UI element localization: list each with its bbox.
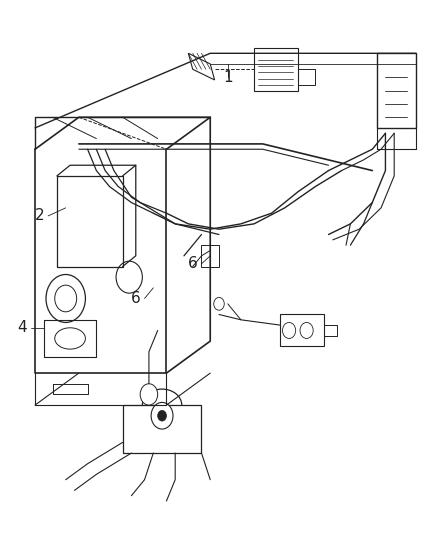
Text: 2: 2 <box>35 208 44 223</box>
Polygon shape <box>123 405 201 453</box>
Circle shape <box>140 384 158 405</box>
Circle shape <box>158 410 166 421</box>
Text: 6: 6 <box>188 256 198 271</box>
Polygon shape <box>201 245 219 266</box>
Polygon shape <box>188 53 215 80</box>
Circle shape <box>55 285 77 312</box>
Text: 4: 4 <box>17 320 27 335</box>
Circle shape <box>214 297 224 310</box>
Circle shape <box>283 322 296 338</box>
Polygon shape <box>280 314 324 346</box>
Polygon shape <box>254 48 298 91</box>
Circle shape <box>116 261 142 293</box>
Text: 6: 6 <box>131 291 141 306</box>
Ellipse shape <box>55 328 85 349</box>
Circle shape <box>151 402 173 429</box>
Circle shape <box>300 322 313 338</box>
Polygon shape <box>377 53 416 128</box>
Circle shape <box>46 274 85 322</box>
Text: 1: 1 <box>223 70 233 85</box>
